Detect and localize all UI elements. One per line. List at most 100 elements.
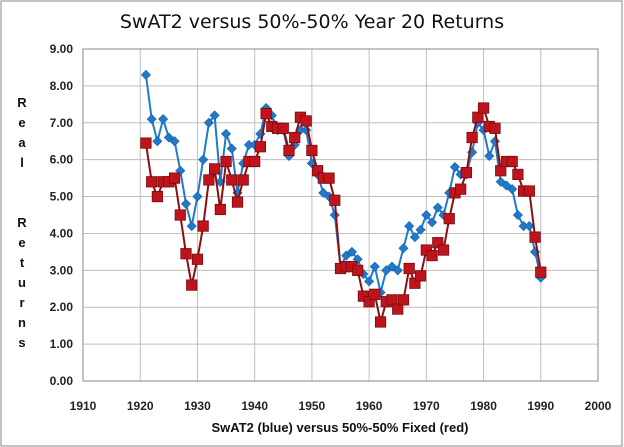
fixed-point [277, 122, 289, 134]
swat2-point [301, 125, 312, 136]
fixed-point [403, 262, 415, 275]
fixed-point [231, 196, 244, 208]
y-tick-label: 4.00 [50, 226, 74, 240]
x-tick-label: 1950 [299, 399, 326, 413]
fixed-point [409, 277, 421, 289]
swat2-point [203, 117, 214, 128]
y-axis-label-letter: r [19, 295, 24, 310]
swat2-point [221, 128, 232, 139]
fixed-point [289, 131, 301, 144]
y-tick-label: 7.00 [50, 116, 74, 130]
fixed-point [523, 185, 535, 197]
fixed-point [151, 190, 163, 203]
swat2-point [158, 114, 169, 125]
fixed-point [191, 253, 204, 265]
chart-title: SwAT2 versus 50%-50% Year 20 Returns [120, 11, 504, 33]
x-tick-label: 2000 [585, 399, 612, 413]
fixed-point [443, 213, 455, 225]
swat2-point [180, 198, 192, 209]
y-tick-label: 6.00 [50, 153, 74, 167]
swat2-point [409, 232, 420, 243]
fixed-point [203, 174, 215, 186]
swat2-point [524, 221, 535, 232]
series-layer [140, 69, 547, 328]
fixed-point [186, 279, 198, 291]
swat2-point [169, 136, 180, 147]
fixed-point [254, 141, 266, 153]
y-axis-label-letter: e [18, 235, 25, 250]
swat2-point [226, 143, 237, 154]
swat2-point [484, 150, 495, 162]
y-tick-label: 5.00 [50, 190, 74, 204]
fixed-point [283, 144, 295, 157]
fixed-point [197, 220, 209, 232]
x-tick-labels: 1910 1920 1930 1940 1950 1960 1970 1980 1990 2000 [70, 399, 612, 413]
swat2-point [421, 209, 432, 221]
swat2-point [449, 162, 460, 173]
fixed-point [466, 131, 478, 144]
fixed-point [506, 155, 518, 168]
plot-frame [82, 48, 599, 382]
fixed-point [437, 244, 450, 256]
fixed-point [209, 163, 221, 175]
fixed-point [180, 248, 192, 260]
x-tick-label: 1920 [127, 399, 154, 413]
swat2-point [364, 276, 375, 287]
fixed-point [460, 166, 472, 179]
fixed-point [237, 174, 249, 186]
y-axis-label-letter: l [20, 155, 24, 170]
x-tick-label: 1940 [241, 399, 268, 413]
y-axis-label-letter: a [18, 135, 26, 150]
x-tick-label: 1970 [413, 399, 440, 413]
swat2-point [427, 217, 438, 228]
fixed-point [472, 111, 484, 123]
y-axis-label-letter: R [17, 95, 27, 110]
swat2-point [198, 154, 209, 165]
swat2-point [140, 69, 151, 80]
series-fixed [140, 102, 547, 328]
swat2-point [398, 243, 409, 254]
swat2-point [392, 265, 403, 276]
swat2-point [209, 110, 220, 121]
x-tick-label: 1960 [356, 399, 383, 413]
swat2-point [415, 224, 426, 235]
fixed-point [168, 172, 181, 184]
swat2-point [352, 254, 363, 265]
x-tick-label: 1910 [70, 399, 97, 413]
fixed-point [397, 294, 410, 306]
y-tick-label: 3.00 [50, 263, 74, 277]
swat2-point [404, 221, 415, 232]
swat2-point [512, 209, 523, 221]
y-axis-label-letter: e [18, 115, 25, 130]
fixed-point [352, 264, 364, 276]
fixed-point [260, 107, 272, 120]
y-axis-label-letter: t [20, 255, 25, 270]
y-tick-label: 2.00 [50, 300, 74, 314]
fixed-point [214, 203, 226, 216]
fixed-point [386, 294, 398, 306]
fixed-point [455, 183, 467, 195]
swat2-point [152, 136, 163, 147]
fixed-point [329, 194, 341, 206]
fixed-point [249, 155, 261, 168]
swat2-point [346, 246, 357, 257]
x-tick-label: 1990 [527, 399, 554, 413]
y-tick-label: 8.00 [50, 79, 74, 93]
fixed-point [512, 168, 524, 181]
fixed-point [415, 270, 427, 282]
fixed-point [374, 316, 387, 328]
swat2-point [507, 184, 518, 195]
y-tick-label: 0.00 [50, 374, 74, 388]
fixed-point [174, 209, 186, 221]
y-axis-label-letter: s [18, 335, 25, 350]
fixed-point [312, 165, 324, 177]
y-tick-labels: 0.00 1.00 2.00 3.00 4.00 5.00 6.00 7.00 8.00 9.00 [50, 42, 74, 388]
swat2-point [146, 114, 157, 125]
fixed-point [495, 165, 507, 177]
fixed-point [146, 176, 158, 188]
fixed-point [369, 288, 381, 300]
swat2-point [192, 191, 203, 202]
